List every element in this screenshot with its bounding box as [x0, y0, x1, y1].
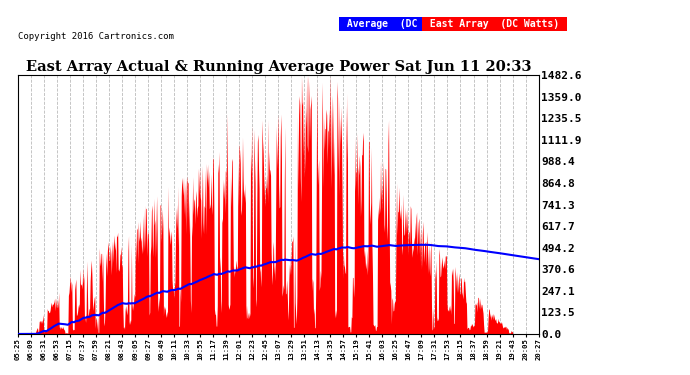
Title: East Array Actual & Running Average Power Sat Jun 11 20:33: East Array Actual & Running Average Powe… [26, 60, 531, 74]
Text: East Array  (DC Watts): East Array (DC Watts) [424, 20, 565, 29]
Text: Average  (DC Watts): Average (DC Watts) [341, 20, 464, 29]
Text: Copyright 2016 Cartronics.com: Copyright 2016 Cartronics.com [18, 32, 174, 41]
